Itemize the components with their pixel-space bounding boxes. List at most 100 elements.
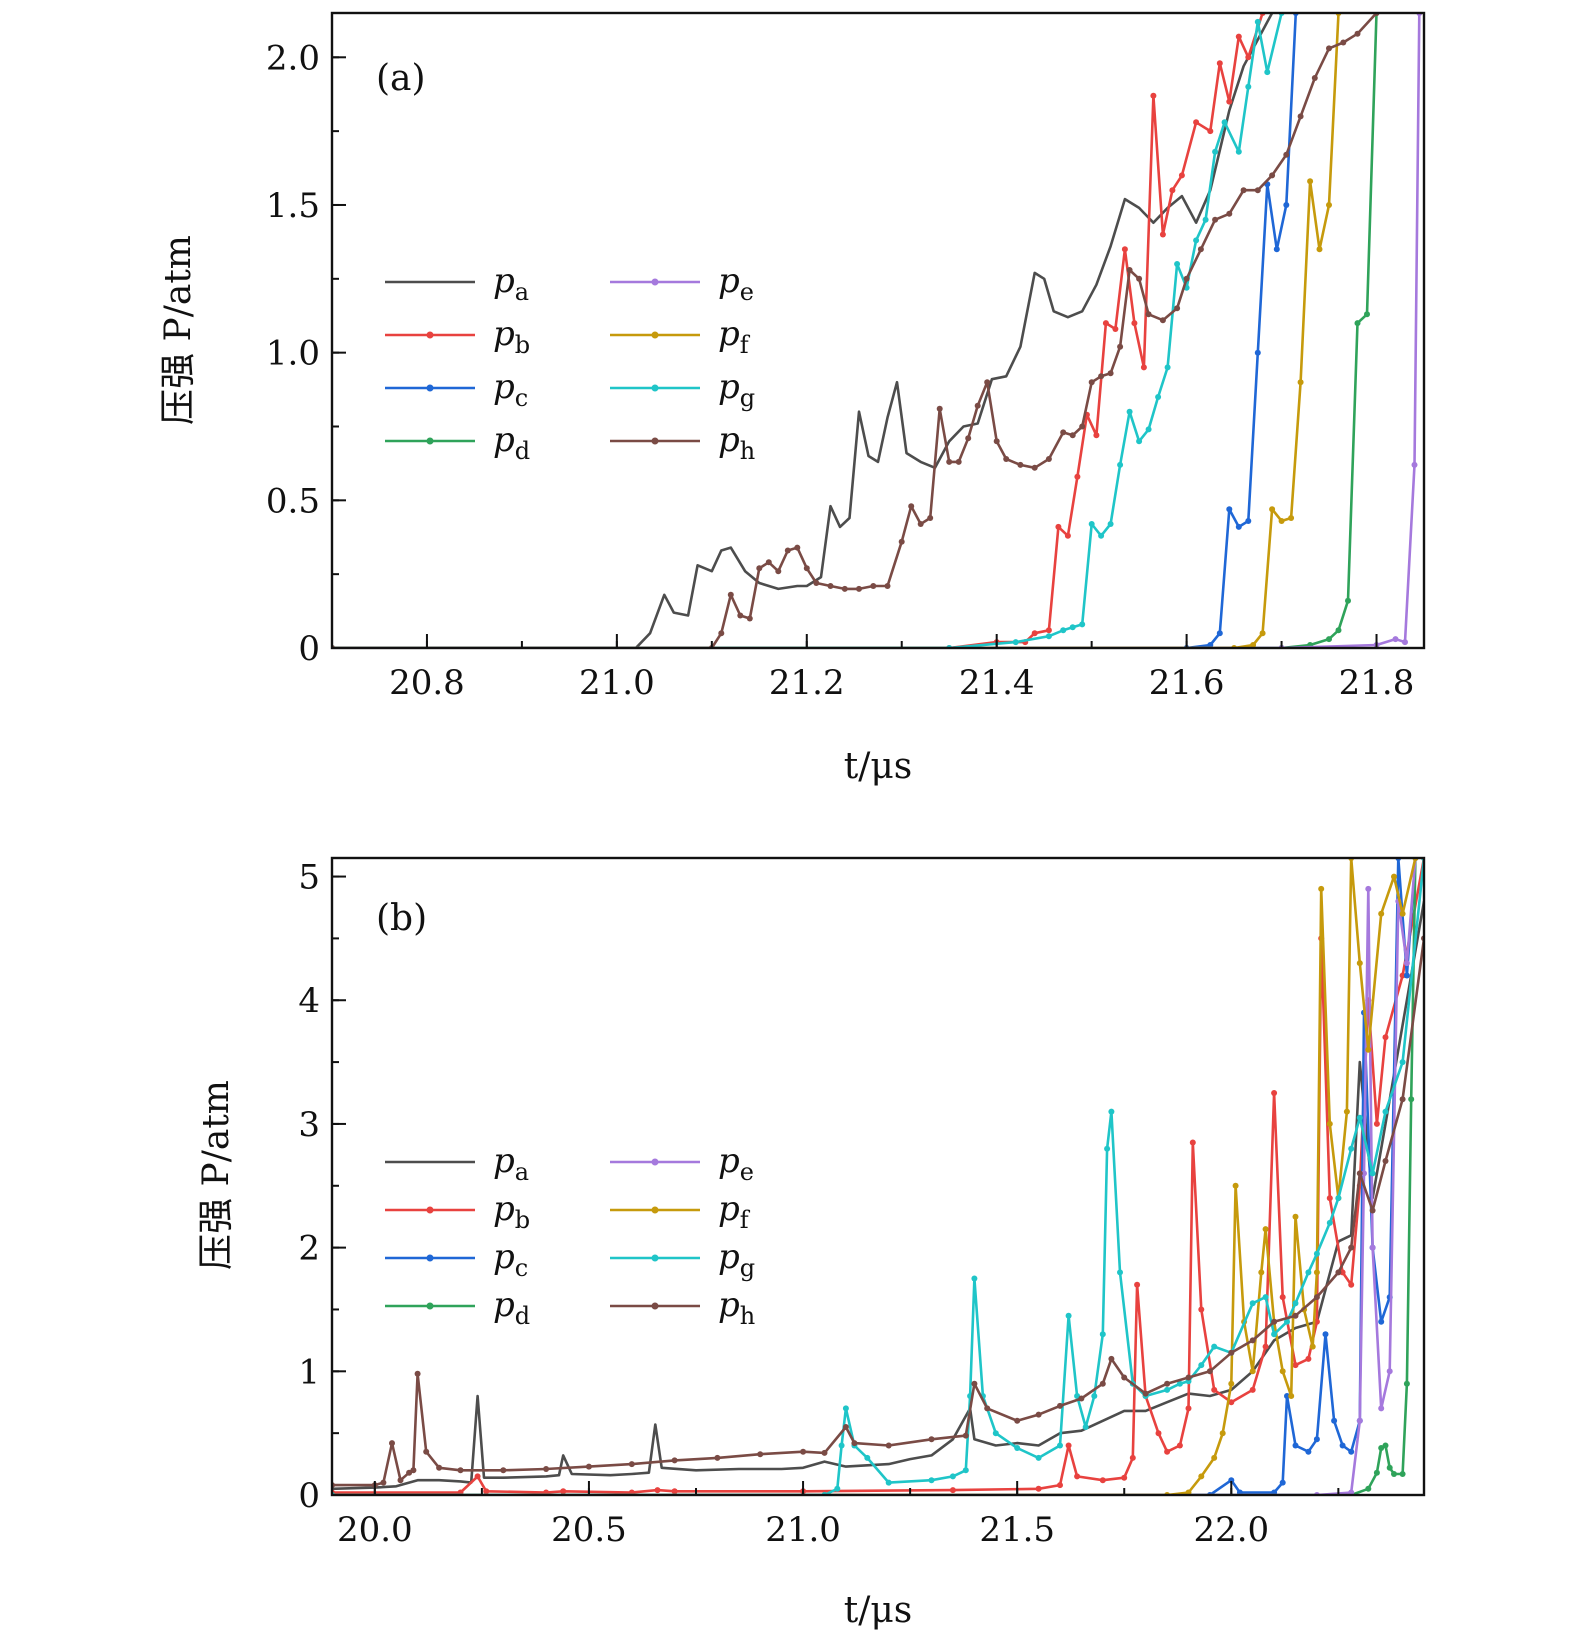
series-line-pf [332,13,1340,648]
data-point-pf [1378,910,1385,917]
legend-marker-pe [651,278,659,286]
data-point-pb [1169,187,1176,194]
data-point-pb [1074,1473,1081,1480]
legend-item-pf: pf [610,314,751,359]
data-point-pg [1326,1219,1333,1226]
data-point-pb [483,1488,490,1495]
data-point-pf [1259,630,1266,637]
data-point-pe [1386,1368,1393,1375]
x-tick-label: 20.8 [389,663,465,703]
data-point-pb [1031,630,1038,637]
data-point-pb [1099,1477,1106,1484]
data-point-pg [928,1477,935,1484]
data-point-ph [803,565,810,572]
legend-marker-pc [426,384,434,392]
data-point-pd [1386,1464,1393,1471]
data-point-pb [1140,364,1147,371]
legend-item-pb: pb [385,1189,530,1234]
data-point-ph [1326,45,1332,52]
data-point-pg [1313,1250,1320,1257]
data-point-ph [1117,343,1124,350]
data-point-pb [628,1489,635,1495]
data-point-ph [1226,210,1233,217]
data-point-pg [842,1405,849,1412]
data-point-pb [457,1489,464,1495]
data-point-pc [1216,630,1223,637]
data-point-pb [1164,1448,1171,1455]
data-point-pg [838,1442,845,1449]
series-line-pa [332,901,1424,1491]
data-point-pf [1185,1489,1192,1495]
data-point-pc [1245,518,1252,524]
data-point-pd [1365,1485,1372,1492]
data-point-pf [1399,910,1406,917]
data-point-pc [1207,642,1214,648]
data-point-pb [1216,60,1223,67]
data-point-ph [1145,311,1152,318]
data-point-pg [1305,1269,1312,1276]
data-point-ph [1382,1158,1389,1164]
panel-a-legend: pa pb pc pd pe pf pg ph [385,261,755,465]
data-point-pb [1178,172,1185,179]
data-point-pb [474,1473,481,1480]
data-point-pb [1326,1195,1333,1202]
x-tick-label: 21.0 [765,1510,841,1550]
data-point-ph [756,565,763,572]
data-point-pf [1326,202,1332,208]
data-point-pf [1232,1182,1239,1189]
data-point-pe [1369,1244,1376,1251]
data-point-pb [1373,1120,1380,1127]
series-line-pc [332,13,1298,648]
data-point-ph [827,583,834,589]
data-point-pb [1176,1442,1183,1449]
data-point-pg [1065,1312,1072,1319]
data-point-ph [974,402,981,409]
data-point-pb [1198,1306,1205,1313]
data-point-pb [1207,128,1214,135]
data-point-pb [1271,1090,1278,1096]
data-point-ph [908,503,915,510]
data-point-ph [727,591,734,598]
data-point-ph [898,538,905,545]
data-point-ph [737,612,744,619]
data-point-pb [1339,1269,1346,1276]
data-point-pg [1014,1445,1021,1451]
data-point-ph [1283,151,1290,158]
data-point-pg [1245,83,1252,90]
data-point-ph [1185,1374,1192,1381]
data-point-ph [1183,275,1190,282]
legend-marker-pc [426,1254,434,1262]
panel-b-frame [330,856,1426,1497]
data-point-pg [1060,627,1067,634]
data-point-pb [1045,627,1052,634]
data-point-ph [1014,1417,1021,1424]
data-point-pf [1288,1393,1295,1399]
series-ph [332,935,1424,1489]
data-point-pe [1348,1489,1355,1495]
data-point-pb [1035,1485,1042,1492]
panel-a-xlabel: t/μs [844,746,912,787]
data-point-pg [1164,1386,1171,1393]
data-point-ph [1078,1395,1085,1402]
data-point-pg [1292,1300,1299,1307]
data-point-pc [1235,523,1242,530]
data-point-pb [1348,1281,1355,1288]
data-point-pg [1155,394,1162,400]
data-point-pf [1326,1120,1333,1127]
data-point-ph [1356,1170,1363,1177]
data-point-pg [1136,438,1143,445]
data-point-ph [821,1449,828,1456]
data-point-pf [1258,1269,1265,1276]
data-point-ph [1369,1207,1376,1214]
legend-label-ph: ph [718,1285,755,1330]
data-point-pb [1235,33,1242,40]
legend-item-pg: pg [610,1237,755,1282]
data-point-ph [800,1448,807,1455]
x-tick-label: 20.0 [337,1510,413,1550]
data-point-pf [1316,246,1323,253]
legend-label-pb: pb [493,1189,530,1234]
x-tick-label: 21.5 [979,1510,1055,1550]
data-point-pb [1262,1343,1269,1350]
data-point-pg [1104,1145,1111,1152]
data-point-pf [1250,642,1257,648]
